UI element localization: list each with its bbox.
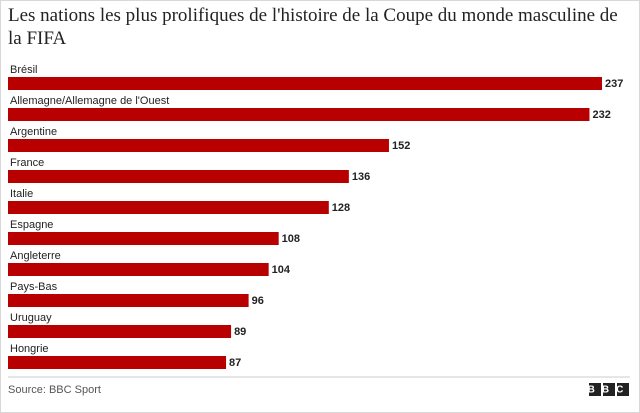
bar (8, 108, 590, 121)
category-label: Hongrie (10, 343, 49, 355)
source: Source: BBC Sport (8, 384, 101, 396)
value-label: 128 (332, 202, 350, 214)
bar (8, 201, 329, 214)
bar (8, 139, 389, 152)
bar (8, 232, 279, 245)
value-label: 89 (234, 326, 246, 338)
value-label: 232 (592, 109, 610, 121)
category-label: Brésil (10, 64, 38, 76)
bar (8, 263, 269, 276)
bar (8, 170, 349, 183)
value-label: 152 (392, 140, 410, 152)
category-label: Pays-Bas (10, 281, 58, 293)
bar (8, 325, 232, 338)
category-label: Argentine (10, 126, 57, 138)
value-label: 136 (352, 171, 370, 183)
title-box: Les nations les plus prolifiques de l'hi… (8, 5, 618, 49)
value-label: 108 (282, 233, 300, 245)
value-label: 237 (605, 78, 623, 90)
value-label: 87 (229, 357, 241, 369)
chart-title: Les nations les plus prolifiques de l'hi… (8, 5, 618, 49)
category-label: Allemagne/Allemagne de l'Ouest (10, 95, 169, 107)
value-label: 104 (272, 264, 291, 276)
logo-boxes (589, 383, 629, 396)
category-label: Italie (10, 188, 33, 200)
bar (8, 77, 602, 90)
bar (8, 356, 227, 369)
logo: BBC (588, 385, 631, 396)
category-label: Espagne (10, 219, 53, 231)
category-label: Uruguay (10, 312, 52, 324)
value-label: 96 (252, 295, 264, 307)
category-label: France (10, 157, 44, 169)
category-label: Angleterre (10, 250, 61, 262)
bar (8, 294, 249, 307)
